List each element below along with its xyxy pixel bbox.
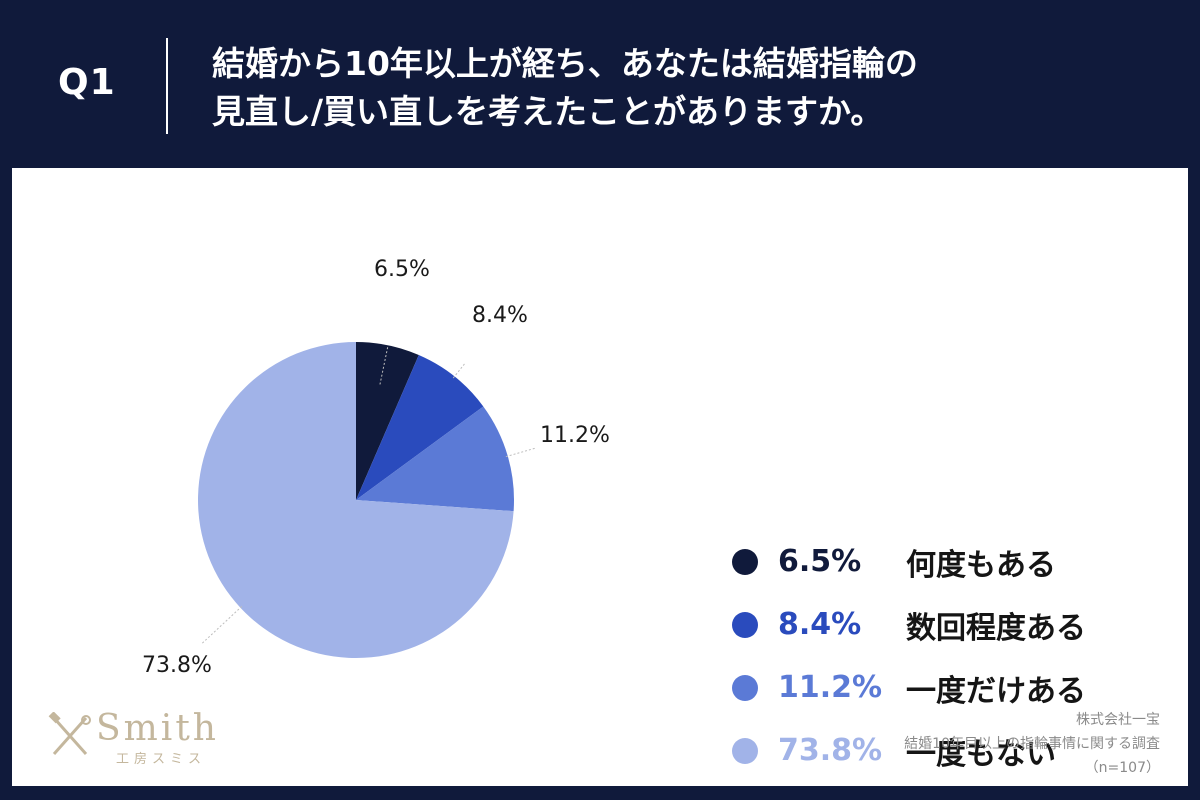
legend-label: 一度もない [906,736,1056,772]
data-label: 6.5% [374,257,430,282]
legend-label: 何度もある [906,547,1056,583]
source-sample: （n=107） [1084,760,1160,776]
chart-panel: 6.5% 8.4% 11.2% 73.8% 6.5% 何度もある 8.4% 数回程度ある 11… [12,168,1188,786]
brand-logo: Smith 工房スミス [48,708,228,772]
legend-item: 11.2% 一度だけある [732,656,1086,719]
legend-dot-icon [732,737,758,764]
pie-slice [356,406,514,512]
legend-percent: 11.2% [778,670,883,705]
legend-item: 73.8% 一度もない [732,719,1086,782]
question-title-line-2: 見直し/買い直しを考えたことがありますか。 [212,92,884,131]
source-survey: 結婚10年目以上の指輪事情に関する調査 [904,736,1160,752]
pie-chart: 6.5% 8.4% 11.2% 73.8% [142,257,610,678]
legend-dot-icon [732,674,758,701]
data-label: 73.8% [142,653,212,678]
legend-label: 一度だけある [906,673,1086,709]
question-title: 結婚から10年以上が経ち、あなたは結婚指輪の 見直し/買い直しを考えたことがあり… [212,40,1172,136]
source-company: 株式会社一宝 [1076,712,1160,728]
brand-subtitle: 工房スミス [116,752,207,767]
legend-item: 6.5% 何度もある [732,530,1086,593]
legend-percent: 6.5% [778,544,862,579]
legend: 6.5% 何度もある 8.4% 数回程度ある 11.2% 一度だけある 73.8% 一度もない [732,530,1086,782]
source-note: 株式会社一宝 結婚10年目以上の指輪事情に関する調査 （n=107） [904,708,1160,780]
legend-dot-icon [732,548,758,575]
data-label: 11.2% [540,423,610,448]
question-number: Q1 [58,62,116,103]
leader-line [505,447,537,458]
legend-label: 数回程度ある [906,610,1086,646]
legend-item: 8.4% 数回程度ある [732,593,1086,656]
header: Q1 結婚から10年以上が経ち、あなたは結婚指輪の 見直し/買い直しを考えたこと… [0,0,1200,168]
header-divider [166,38,168,134]
brand-name: Smith [96,708,219,749]
pie-slice [356,355,484,500]
crossed-tools-icon [48,712,91,755]
leader-line [452,362,466,379]
leader-line [202,605,243,644]
legend-percent: 8.4% [778,607,862,642]
question-title-line-1: 結婚から10年以上が経ち、あなたは結婚指輪の [212,44,918,83]
pie-slice [198,342,514,658]
pie-slice [356,342,419,500]
legend-dot-icon [732,611,758,638]
data-label: 8.4% [472,303,528,328]
legend-percent: 73.8% [778,733,883,768]
